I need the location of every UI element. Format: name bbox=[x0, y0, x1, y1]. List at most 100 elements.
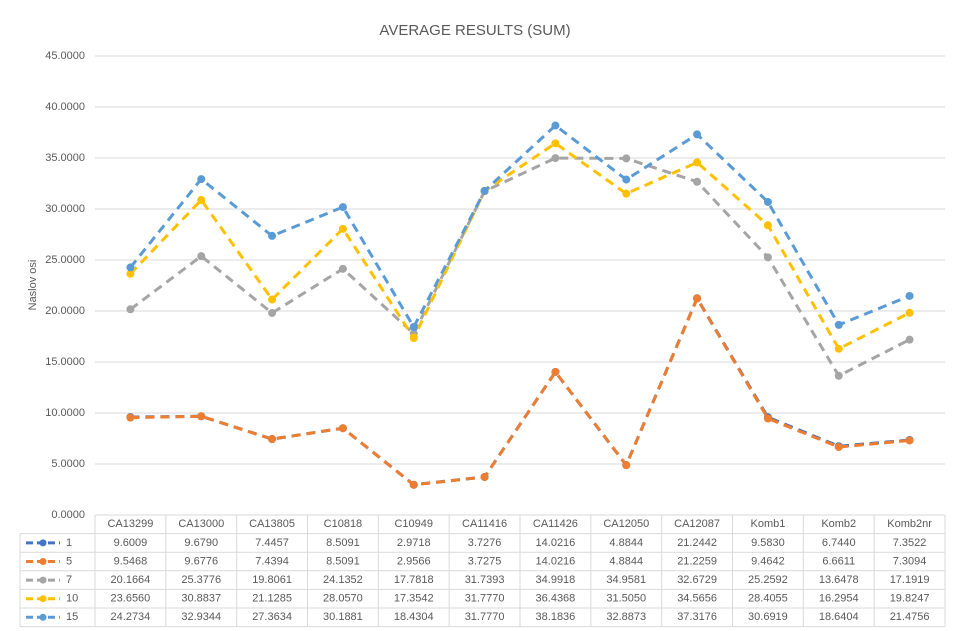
y-tick-label: 25.0000 bbox=[45, 254, 85, 266]
point bbox=[338, 424, 347, 433]
point bbox=[693, 177, 702, 186]
point bbox=[551, 121, 560, 130]
legend-marker bbox=[39, 558, 47, 565]
table-value: 18.4304 bbox=[394, 611, 434, 623]
y-tick-label: 15.0000 bbox=[45, 356, 85, 368]
legend-label: 5 bbox=[66, 555, 72, 567]
x-tick-label: Komb2nr bbox=[887, 518, 932, 530]
x-tick-label: CA13299 bbox=[107, 518, 153, 530]
x-tick-label: C10949 bbox=[394, 518, 433, 530]
point bbox=[551, 367, 560, 376]
table-value: 3.7275 bbox=[468, 555, 502, 567]
table-value: 19.8247 bbox=[890, 593, 930, 605]
table-value: 28.4055 bbox=[748, 593, 788, 605]
table-value: 30.8837 bbox=[181, 593, 221, 605]
point bbox=[480, 186, 489, 195]
point bbox=[197, 175, 206, 184]
table-value: 30.6919 bbox=[748, 611, 788, 623]
y-tick-label: 35.0000 bbox=[45, 152, 85, 164]
point bbox=[834, 320, 843, 329]
point bbox=[622, 154, 631, 163]
table-value: 31.5050 bbox=[606, 593, 646, 605]
table-value: 14.0216 bbox=[536, 537, 576, 549]
x-tick-label: CA12050 bbox=[603, 518, 649, 530]
table-value: 24.1352 bbox=[323, 574, 363, 586]
series-line bbox=[129, 123, 911, 331]
point bbox=[338, 203, 347, 212]
table-value: 18.6404 bbox=[819, 611, 859, 623]
y-axis-label: Naslov osi bbox=[27, 260, 39, 311]
x-tick-label: CA11416 bbox=[462, 518, 507, 530]
legend-marker bbox=[39, 539, 47, 547]
table-value: 21.4756 bbox=[890, 611, 930, 623]
y-tick-label: 20.0000 bbox=[45, 305, 85, 317]
point bbox=[480, 472, 489, 481]
point bbox=[834, 371, 843, 380]
point bbox=[693, 294, 702, 303]
table-value: 9.6776 bbox=[184, 555, 218, 567]
point bbox=[409, 323, 418, 332]
point bbox=[763, 221, 772, 230]
point bbox=[622, 461, 631, 470]
series-line bbox=[129, 141, 911, 351]
table-value: 17.3542 bbox=[394, 593, 434, 605]
legend-label: 7 bbox=[66, 574, 72, 586]
point bbox=[693, 130, 702, 139]
point bbox=[126, 263, 135, 272]
table-value: 32.8873 bbox=[606, 611, 646, 623]
table-value: 19.8061 bbox=[252, 574, 292, 586]
x-tick-label: CA12087 bbox=[674, 518, 720, 530]
table-value: 2.9718 bbox=[397, 537, 431, 549]
table-value: 32.6729 bbox=[677, 574, 717, 586]
table-value: 9.5468 bbox=[114, 555, 148, 567]
x-tick-label: Komb1 bbox=[750, 518, 785, 530]
table-value: 2.9566 bbox=[397, 555, 431, 567]
x-tick-label: CA13000 bbox=[178, 518, 224, 530]
table-value: 16.2954 bbox=[819, 593, 859, 605]
table-value: 34.5656 bbox=[677, 593, 717, 605]
table-value: 30.1881 bbox=[323, 611, 363, 623]
point bbox=[338, 264, 347, 273]
point bbox=[622, 189, 631, 198]
table-value: 9.4642 bbox=[751, 555, 785, 567]
point bbox=[126, 413, 135, 422]
table-value: 37.3176 bbox=[677, 611, 717, 623]
table-value: 24.2734 bbox=[111, 611, 151, 623]
table-value: 21.2442 bbox=[677, 537, 717, 549]
point bbox=[763, 414, 772, 423]
table-value: 4.8844 bbox=[609, 555, 643, 567]
point bbox=[197, 195, 206, 204]
table-value: 32.9344 bbox=[181, 611, 221, 623]
table-value: 9.6009 bbox=[114, 537, 148, 549]
legend-marker bbox=[39, 576, 47, 584]
point bbox=[268, 295, 277, 304]
x-tick-label: CA11426 bbox=[533, 518, 578, 530]
table-value: 31.7770 bbox=[465, 611, 505, 623]
series-line bbox=[130, 294, 910, 487]
chart-title: AVERAGE RESULTS (SUM) bbox=[379, 22, 570, 39]
table-value: 7.3094 bbox=[893, 555, 927, 567]
point bbox=[126, 269, 135, 278]
table-value: 21.1285 bbox=[252, 593, 292, 605]
y-tick-label: 0.0000 bbox=[51, 509, 85, 521]
y-tick-label: 30.0000 bbox=[45, 203, 85, 215]
y-tick-label: 10.0000 bbox=[45, 407, 85, 419]
table-value: 9.6790 bbox=[184, 537, 218, 549]
point bbox=[338, 224, 347, 233]
table-value: 7.4394 bbox=[255, 555, 289, 567]
legend-marker bbox=[39, 613, 47, 621]
legend-label: 15 bbox=[66, 611, 78, 623]
legend-label: 10 bbox=[66, 593, 78, 605]
table-value: 36.4368 bbox=[536, 593, 576, 605]
legend-marker bbox=[39, 595, 47, 603]
table-value: 4.8844 bbox=[609, 537, 643, 549]
table-value: 38.1836 bbox=[536, 611, 576, 623]
point bbox=[834, 344, 843, 353]
point bbox=[268, 231, 277, 240]
y-tick-label: 45.0000 bbox=[45, 50, 85, 62]
point bbox=[551, 139, 560, 148]
table-value: 34.9581 bbox=[606, 574, 646, 586]
series-line bbox=[130, 295, 910, 487]
